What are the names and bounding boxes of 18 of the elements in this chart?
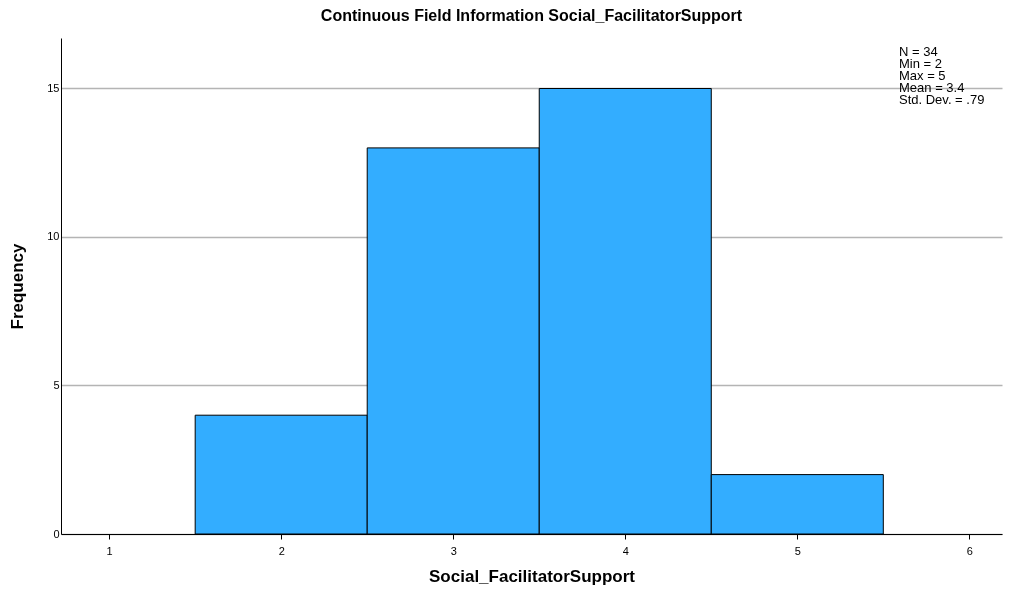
annotation: Max = 5 [899, 68, 946, 83]
y-tick-label: 0 [53, 527, 60, 540]
x-tick-label: 5 [794, 544, 801, 557]
x-tick-label: 3 [450, 544, 457, 557]
x-axis-title: Social_FacilitatorSupport [429, 566, 636, 586]
x-tick-label: 2 [278, 544, 285, 557]
y-tick-label: 5 [53, 379, 60, 391]
annotation: Min = 2 [899, 56, 942, 71]
chart-title: Continuous Field Information Social_FacilitatorSupport [320, 7, 743, 24]
annotation: Std. Dev. = .79 [899, 92, 985, 107]
y-tick-label: 10 [47, 230, 60, 243]
x-tick-label: 4 [622, 544, 629, 557]
x-tick-label: 6 [966, 544, 973, 557]
annotation: Mean = 3.4 [899, 80, 965, 95]
y-axis-title: Frequency [8, 242, 28, 330]
annotation: N = 34 [899, 44, 938, 59]
x-tick-label: 1 [106, 544, 113, 557]
y-tick-label: 15 [47, 81, 60, 94]
